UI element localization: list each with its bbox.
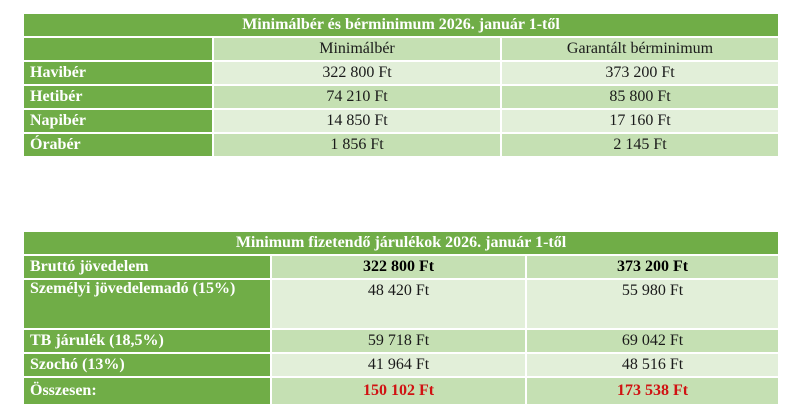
cell-value: 373 200 Ft [524,254,781,280]
row-label: Napibér [22,108,214,134]
cell-value: 1 856 Ft [212,132,502,158]
minimum-wage-table: Minimálbér és bérminimum 2026. január 1-… [21,12,781,158]
table2-title-row: Minimum fizetendő járulékok 2026. január… [21,230,781,256]
table1-header-row: Minimálbér Garantált bérminimum [22,36,781,62]
row-label: TB járulék (18,5%) [22,328,272,354]
cell-value: 55 980 Ft [524,278,781,330]
table-row: TB járulék (18,5%) 59 718 Ft 69 042 Ft [22,328,781,354]
table-total-row: Összesen: 150 102 Ft 173 538 Ft [22,376,781,406]
row-label: Bruttó jövedelem [22,254,272,280]
row-label: Szochó (13%) [22,352,272,378]
cell-value: 74 210 Ft [212,84,502,110]
cell-value: 373 200 Ft [499,60,781,86]
total-value: 150 102 Ft [270,376,527,406]
row-label: Órabér [22,132,214,158]
table-row: Órabér 1 856 Ft 2 145 Ft [22,132,781,158]
table-row: Bruttó jövedelem 322 800 Ft 373 200 Ft [22,254,781,280]
table1-corner-cell [22,36,214,62]
cell-value: 48 516 Ft [524,352,781,378]
table-row: Hetibér 74 210 Ft 85 800 Ft [22,84,781,110]
minimum-contributions-table: Minimum fizetendő járulékok 2026. január… [21,230,781,406]
table1-column-header-berminimum: Garantált bérminimum [499,36,781,62]
cell-value: 85 800 Ft [499,84,781,110]
cell-value: 41 964 Ft [270,352,527,378]
table-row: Személyi jövedelemadó (15%) 48 420 Ft 55… [22,278,781,330]
cell-value: 48 420 Ft [270,278,527,330]
table1-title: Minimálbér és bérminimum 2026. január 1-… [21,12,781,38]
cell-value: 322 800 Ft [270,254,527,280]
table2-title: Minimum fizetendő járulékok 2026. január… [21,230,781,256]
table-row: Havibér 322 800 Ft 373 200 Ft [22,60,781,86]
cell-value: 59 718 Ft [270,328,527,354]
row-label: Havibér [22,60,214,86]
row-label: Személyi jövedelemadó (15%) [22,278,272,330]
total-value: 173 538 Ft [524,376,781,406]
cell-value: 322 800 Ft [212,60,502,86]
table1-title-row: Minimálbér és bérminimum 2026. január 1-… [21,12,781,38]
cell-value: 14 850 Ft [212,108,502,134]
cell-value: 17 160 Ft [499,108,781,134]
cell-value: 69 042 Ft [524,328,781,354]
table1-column-header-minimalber: Minimálbér [212,36,502,62]
table-row: Szochó (13%) 41 964 Ft 48 516 Ft [22,352,781,378]
table-row: Napibér 14 850 Ft 17 160 Ft [22,108,781,134]
row-label: Hetibér [22,84,214,110]
row-label: Összesen: [22,376,272,406]
cell-value: 2 145 Ft [499,132,781,158]
